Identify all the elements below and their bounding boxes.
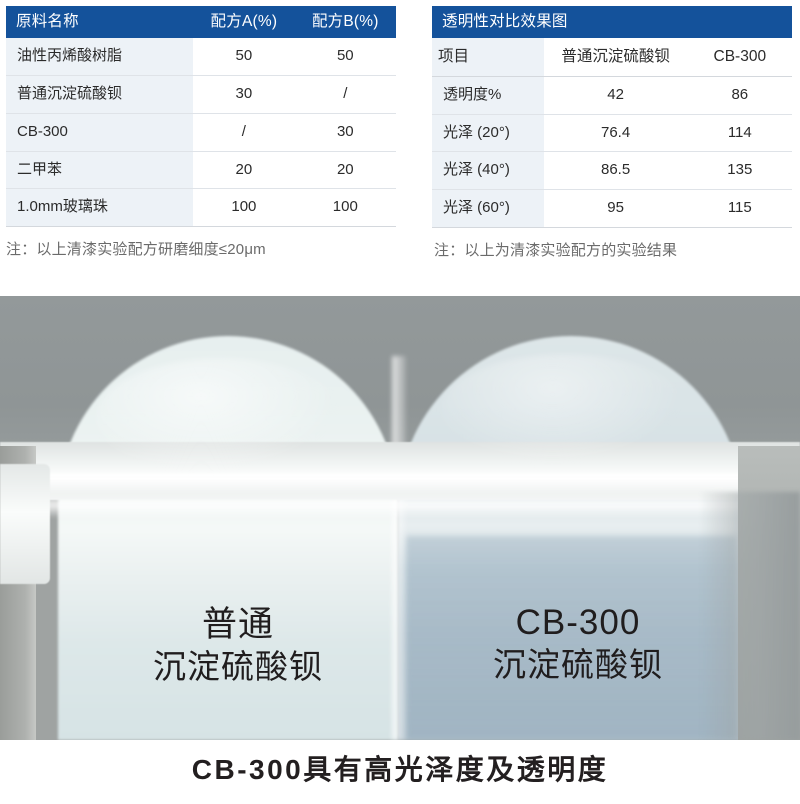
transparency-row-ordinary: 76.4	[543, 114, 688, 153]
transparency-row-ordinary: 95	[543, 189, 688, 228]
transparency-row-item: 光泽 (40°)	[432, 151, 544, 190]
transparency-row-cb300: 135	[687, 151, 792, 190]
tables-zone: 原料名称 配方A(%) 配方B(%) 油性丙烯酸树脂 50 50 普通沉淀硫酸钡…	[0, 0, 800, 288]
transparency-row-ordinary: 86.5	[543, 151, 688, 190]
photo-panel-seam	[392, 356, 406, 740]
photo-label-ordinary-line2: 沉淀硫酸钡	[153, 647, 323, 685]
transparency-title-row: 透明性对比效果图	[432, 6, 792, 39]
photo-sheen-right	[440, 354, 690, 469]
table-row: 普通沉淀硫酸钡 30 /	[6, 75, 396, 114]
formula-row-name: 二甲苯	[6, 151, 194, 190]
formula-row-a: /	[193, 113, 295, 152]
photo-gloss-reflection	[0, 492, 800, 518]
transparency-row-cb300: 86	[687, 76, 792, 115]
formula-row-b: 100	[294, 188, 396, 228]
table-row: 油性丙烯酸树脂 50 50	[6, 38, 396, 77]
formula-row-a: 20	[193, 151, 295, 190]
photo-label-cb300-line1: CB-300	[515, 603, 641, 642]
photo-cylinder	[0, 464, 50, 584]
formula-row-b: 20	[294, 151, 396, 190]
comparison-photo: 普通 沉淀硫酸钡 CB-300 沉淀硫酸钡	[0, 296, 800, 740]
photo-label-cb300: CB-300 沉淀硫酸钡	[448, 602, 708, 685]
transparency-header-ordinary: 普通沉淀硫酸钡	[543, 38, 688, 77]
table-row: CB-300 / 30	[6, 113, 396, 152]
transparency-table-note: 注：以上为清漆实验配方的实验结果	[434, 241, 678, 259]
transparency-row-ordinary: 42	[543, 76, 688, 115]
formula-header-a: 配方A(%)	[193, 6, 295, 39]
photo-label-ordinary: 普通 沉淀硫酸钡	[118, 604, 358, 687]
transparency-header-cb300: CB-300	[687, 38, 792, 77]
transparency-row-item: 光泽 (20°)	[432, 114, 544, 153]
photo-sheen-left	[96, 358, 346, 478]
table-row: 光泽 (20°) 76.4 114	[432, 114, 792, 153]
page-caption: CB-300具有高光泽度及透明度	[191, 754, 609, 785]
photo-label-cb300-line2: 沉淀硫酸钡	[493, 645, 663, 683]
transparency-row-item: 光泽 (60°)	[432, 189, 544, 228]
transparency-title-bar: 透明性对比效果图	[432, 6, 792, 39]
table-row: 透明度% 42 86	[432, 76, 792, 115]
transparency-row-cb300: 115	[687, 189, 792, 228]
formula-header-name: 原料名称	[6, 6, 194, 39]
photo-label-ordinary-line1: 普通	[201, 605, 274, 644]
formula-table-header-row: 原料名称 配方A(%) 配方B(%)	[6, 6, 396, 39]
formula-row-name: CB-300	[6, 113, 194, 152]
table-row: 光泽 (40°) 86.5 135	[432, 151, 792, 190]
formula-row-b: 30	[294, 113, 396, 152]
formula-row-b: 50	[294, 38, 396, 77]
formula-row-a: 100	[193, 188, 295, 228]
table-row: 二甲苯 20 20	[6, 151, 396, 190]
formula-row-name: 1.0mm玻璃珠	[6, 188, 194, 228]
transparency-header-row: 项目 普通沉淀硫酸钡 CB-300	[432, 38, 792, 77]
formula-row-b: /	[294, 75, 396, 114]
photo-right-margin-fade	[700, 492, 800, 740]
formula-row-a: 50	[193, 38, 295, 77]
transparency-table: 透明性对比效果图 项目 普通沉淀硫酸钡 CB-300 透明度% 42 86 光泽…	[432, 6, 792, 228]
formula-table-block: 原料名称 配方A(%) 配方B(%) 油性丙烯酸树脂 50 50 普通沉淀硫酸钡…	[6, 6, 396, 260]
formula-table-note: 注：以上清漆实验配方研磨细度≤20μm	[6, 241, 266, 259]
transparency-row-item: 透明度%	[432, 76, 544, 115]
table-row: 光泽 (60°) 95 115	[432, 189, 792, 228]
formula-table: 原料名称 配方A(%) 配方B(%) 油性丙烯酸树脂 50 50 普通沉淀硫酸钡…	[6, 6, 396, 228]
photo-light-bar-glow	[0, 472, 800, 481]
transparency-header-item: 项目	[432, 38, 544, 77]
transparency-table-block: 透明性对比效果图 项目 普通沉淀硫酸钡 CB-300 透明度% 42 86 光泽…	[432, 6, 792, 260]
formula-row-name: 油性丙烯酸树脂	[6, 38, 194, 77]
table-row: 1.0mm玻璃珠 100 100	[6, 188, 396, 228]
formula-header-b: 配方B(%)	[294, 6, 396, 39]
formula-row-name: 普通沉淀硫酸钡	[6, 75, 194, 114]
formula-row-a: 30	[193, 75, 295, 114]
photo-transparency-shade	[406, 536, 736, 740]
transparency-row-cb300: 114	[687, 114, 792, 153]
